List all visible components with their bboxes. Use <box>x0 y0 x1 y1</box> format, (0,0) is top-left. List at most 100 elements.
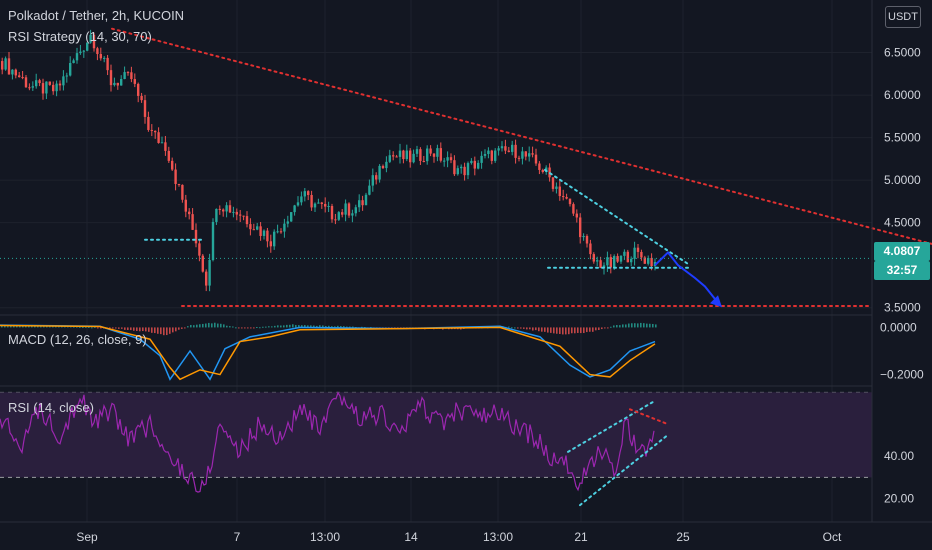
macd-histogram-bar <box>514 327 516 329</box>
macd-histogram-bar <box>322 325 324 328</box>
candle-body <box>269 241 272 247</box>
macd-histogram-bar <box>208 322 210 328</box>
candle-body <box>96 48 99 55</box>
candle-body <box>38 80 41 84</box>
candle-body <box>361 200 364 206</box>
candle-body <box>443 160 446 162</box>
macd-histogram-bar <box>118 327 120 329</box>
candle-body <box>201 255 204 272</box>
macd-histogram-bar <box>607 327 609 329</box>
candle-body <box>477 162 480 169</box>
rsi-line <box>0 391 655 493</box>
candle-body <box>198 243 201 256</box>
price-tick-label: 5.0000 <box>884 173 921 187</box>
drawing-annotations <box>111 27 932 507</box>
symbol-title[interactable]: Polkadot / Tether, 2h, KUCOIN <box>8 8 185 23</box>
price-tick-label: 5.5000 <box>884 131 921 145</box>
macd-histogram-bar <box>184 327 186 329</box>
candle-body <box>378 165 381 180</box>
candle-body <box>99 54 102 59</box>
candle-body <box>313 203 317 208</box>
candle-body <box>79 51 82 54</box>
macd-histogram-bar <box>508 326 510 328</box>
candle-body <box>412 153 415 163</box>
macd-histogram-bar <box>130 327 132 331</box>
macd-histogram-bar <box>616 325 618 328</box>
macd-legend[interactable]: MACD (12, 26, close, 9) <box>8 332 147 347</box>
macd-histogram-bar <box>160 327 162 335</box>
macd-histogram-bar <box>628 323 630 328</box>
candle-body <box>568 198 572 205</box>
currency-button[interactable]: USDT <box>885 6 921 28</box>
candle-body <box>249 224 252 230</box>
candle-body <box>619 255 623 262</box>
rsi-legend[interactable]: RSI (14, close) <box>8 400 94 415</box>
candle-body <box>31 86 34 88</box>
candle-body <box>154 130 157 133</box>
macd-histogram-bar <box>244 327 246 329</box>
macd-histogram-bar <box>238 327 240 329</box>
candle-body <box>140 95 143 101</box>
macd-histogram-bar <box>10 325 12 328</box>
candle-body <box>596 260 599 262</box>
candle-body <box>55 83 58 92</box>
macd-histogram-bar <box>157 327 159 334</box>
candle-body <box>320 202 323 205</box>
candle-body <box>507 150 510 152</box>
candle-body <box>630 258 633 263</box>
projection-path <box>654 250 721 306</box>
macd-histogram-bar <box>592 327 594 332</box>
macd-histogram-bar <box>520 327 522 329</box>
macd-histogram-bar <box>232 326 234 328</box>
macd-histogram-bar <box>325 326 327 328</box>
candle-body <box>337 212 340 220</box>
strategy-legend[interactable]: RSI Strategy (14, 30, 70) <box>8 29 152 44</box>
candle-body <box>273 231 276 247</box>
price-axis[interactable]: 6.5000 6.0000 5.5000 5.0000 4.5000 3.5000 0.00… <box>880 46 924 506</box>
candle-body <box>415 149 419 154</box>
macd-histogram-bar <box>340 326 342 328</box>
macd-histogram-bar <box>229 326 231 328</box>
candle-body <box>528 153 531 157</box>
candle-body <box>375 175 378 180</box>
candle-body <box>456 168 459 175</box>
candle-body <box>300 196 303 203</box>
macd-histogram-bar <box>100 327 102 329</box>
candle-body <box>239 214 242 216</box>
price-candles <box>0 29 872 292</box>
macd-histogram-bar <box>346 326 348 328</box>
candle-body <box>616 256 619 262</box>
candle-body <box>453 160 456 175</box>
candle-body <box>137 83 140 96</box>
candle-body <box>626 251 629 263</box>
candle-body <box>48 81 51 85</box>
macd-histogram-bar <box>151 327 153 333</box>
macd-histogram-bar <box>316 325 318 328</box>
candle-body <box>439 148 442 161</box>
candle-body <box>290 212 293 222</box>
time-axis[interactable]: Sep 7 13:00 14 13:00 21 25 Oct <box>76 530 842 544</box>
macd-histogram-bar <box>601 327 603 330</box>
candle-body <box>184 199 187 212</box>
candle-body <box>633 247 636 259</box>
candle-body <box>58 83 62 86</box>
macd-histogram-bar <box>172 327 174 333</box>
candle-body <box>41 83 45 94</box>
time-tick-label: Sep <box>76 530 98 544</box>
projection-arrowhead <box>710 295 722 308</box>
time-tick-label: 13:00 <box>310 530 340 544</box>
rsi-band <box>0 392 872 478</box>
macd-histogram-bar <box>16 325 18 328</box>
candle-body <box>82 50 85 52</box>
macd-tick-label: −0.2000 <box>880 368 924 382</box>
macd-histogram-bar <box>637 323 639 328</box>
candle-body <box>120 79 123 86</box>
macd-histogram-bar <box>7 326 9 328</box>
macd-histogram-bar <box>646 323 648 328</box>
macd-histogram-bar <box>598 327 600 331</box>
candle-body <box>466 163 470 176</box>
candle-body <box>14 69 17 76</box>
candle-body <box>45 81 48 94</box>
candle-body <box>419 149 422 161</box>
